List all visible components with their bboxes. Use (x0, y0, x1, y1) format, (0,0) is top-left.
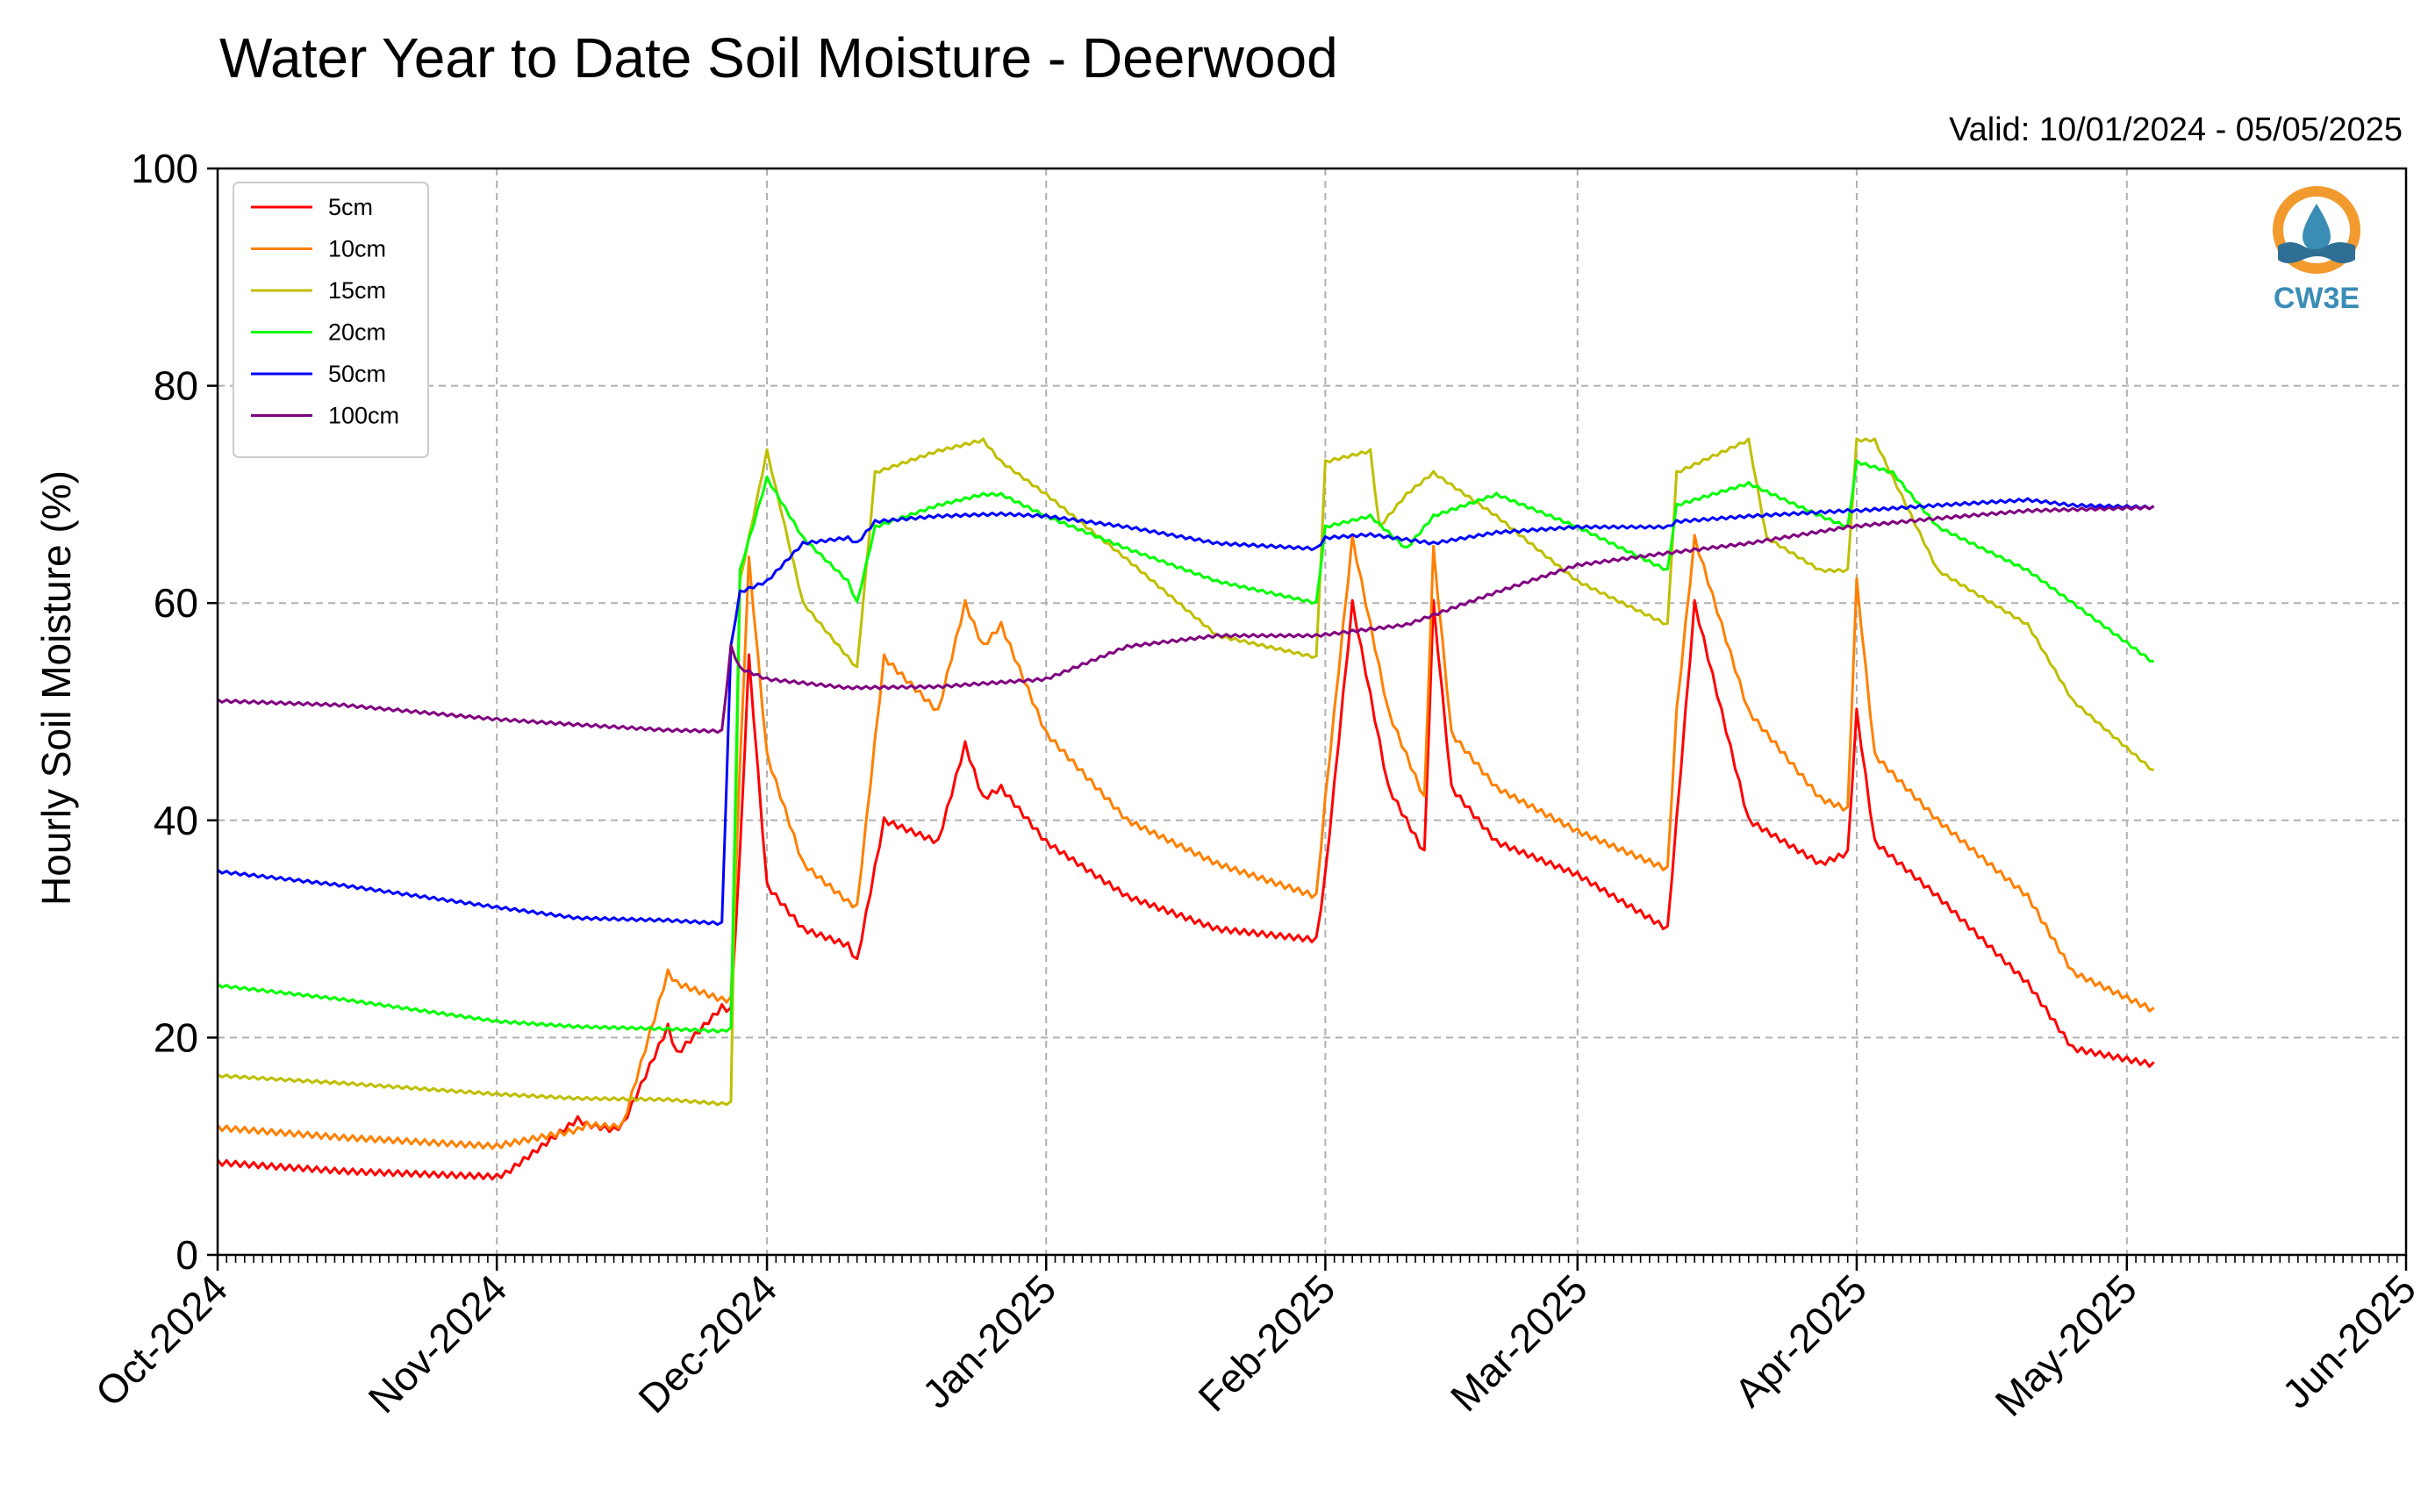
logo-text: CW3E (2274, 282, 2360, 315)
grid-lines (218, 168, 2406, 1255)
series-line-5cm (216, 598, 2155, 1181)
plot-frame (216, 167, 2408, 1257)
x-tick-label: Dec-2024 (629, 1265, 785, 1422)
legend: 5cm 10cm 15cm 20cm 50cm 100cm (233, 182, 429, 458)
legend-label-10cm: 10cm (328, 236, 386, 262)
axes (207, 167, 2408, 1271)
x-tick-label: Jun-2025 (2274, 1265, 2424, 1416)
legend-label-50cm: 50cm (328, 361, 386, 387)
series-line-15cm (217, 437, 2154, 1107)
y-tick-label: 20 (154, 1014, 198, 1060)
y-tick-label: 40 (154, 798, 198, 843)
x-tick-label: May-2025 (1986, 1265, 2145, 1424)
y-tick-label: 80 (154, 363, 198, 409)
legend-label-15cm: 15cm (328, 277, 386, 304)
y-tick-label: 60 (154, 580, 198, 626)
y-tick-label: 100 (131, 146, 198, 191)
series-line-50cm (217, 497, 2155, 927)
legend-label-5cm: 5cm (328, 194, 373, 220)
series-lines (216, 437, 2155, 1181)
x-tick-label: Feb-2025 (1189, 1265, 1343, 1420)
x-tick-label: Nov-2024 (359, 1265, 515, 1422)
y-tick-labels: 0 20 40 60 80 100 (131, 146, 198, 1278)
series-line-100cm (217, 505, 2155, 735)
valid-date-range: Valid: 10/01/2024 - 05/05/2025 (1949, 111, 2403, 148)
y-tick-label: 0 (175, 1232, 198, 1278)
y-axis-label: Hourly Soil Moisture (%) (33, 470, 79, 906)
legend-label-100cm: 100cm (328, 403, 399, 429)
x-tick-label: Oct-2024 (87, 1265, 237, 1415)
x-tick-labels: Oct-2024 Nov-2024 Dec-2024 Jan-2025 Feb-2025… (87, 1265, 2425, 1424)
x-tick-label: Jan-2025 (913, 1265, 1064, 1416)
x-tick-label: Mar-2025 (1442, 1265, 1596, 1420)
series-line-20cm (217, 459, 2154, 1034)
logo-drop-icon (2303, 204, 2331, 251)
legend-label-20cm: 20cm (328, 319, 386, 346)
cw3e-logo: CW3E (2273, 186, 2360, 315)
legend-box (233, 182, 429, 458)
x-tick-label: Apr-2025 (1725, 1265, 1875, 1415)
series-line-10cm (216, 534, 2155, 1150)
chart-title: Water Year to Date Soil Moisture - Deerw… (219, 26, 1338, 90)
logo-wave-icon (2278, 242, 2355, 263)
